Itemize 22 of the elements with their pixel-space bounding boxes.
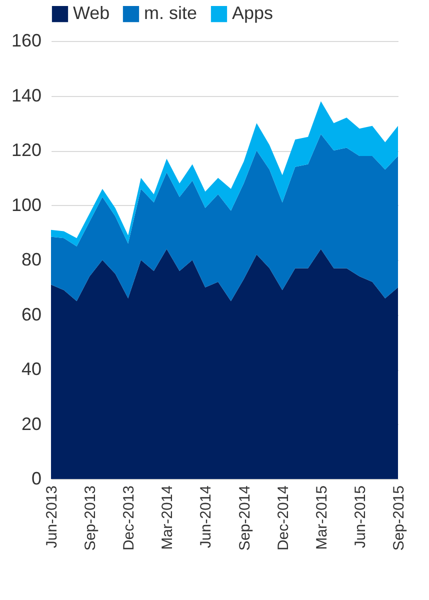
y-tick-label: 60 [21, 304, 42, 324]
x-tick-label: Sep-2015 [390, 486, 408, 551]
y-tick-label: 80 [21, 250, 42, 270]
y-tick-label: 140 [11, 85, 42, 106]
x-tick-label: Sep-2013 [82, 486, 100, 551]
y-tick-label: 120 [11, 140, 42, 160]
x-tick-label: Sep-2014 [236, 486, 254, 551]
x-tick-label: Jun-2015 [352, 486, 369, 548]
x-tick-label: Jun-2013 [44, 486, 60, 548]
x-tick-label: Jun-2014 [198, 486, 215, 548]
x-tick-label: Mar-2015 [313, 486, 330, 550]
legend-label: m. site [144, 3, 198, 23]
legend-label: Web [73, 3, 110, 23]
y-tick-label: 0 [31, 468, 42, 488]
legend-label: Apps [232, 3, 274, 23]
y-tick-label: 100 [11, 194, 42, 215]
x-tick-label: Dec-2014 [274, 486, 292, 551]
x-tick-label: Mar-2014 [159, 486, 176, 550]
y-tick-label: 40 [21, 359, 42, 379]
x-tick-label: Dec-2013 [120, 486, 138, 551]
y-tick-label: 160 [11, 30, 42, 50]
y-tick-label: 20 [21, 414, 42, 434]
